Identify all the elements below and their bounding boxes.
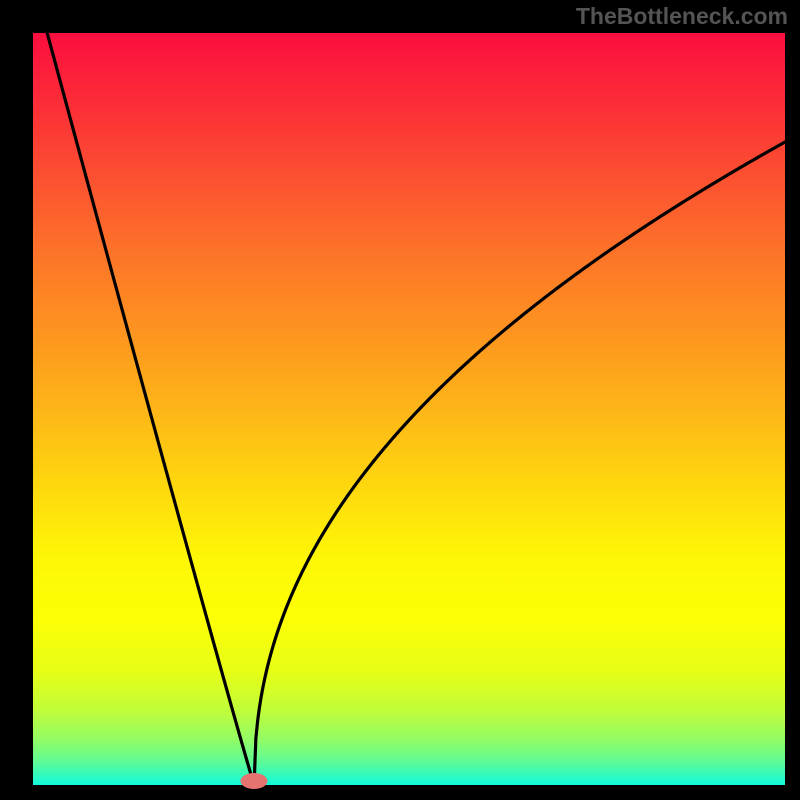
optimum-marker (241, 773, 268, 789)
attribution-text: TheBottleneck.com (576, 3, 788, 30)
curve-path (33, 33, 785, 785)
chart-container: TheBottleneck.com (0, 0, 800, 800)
plot-area (33, 33, 785, 785)
curve-svg (33, 33, 785, 785)
